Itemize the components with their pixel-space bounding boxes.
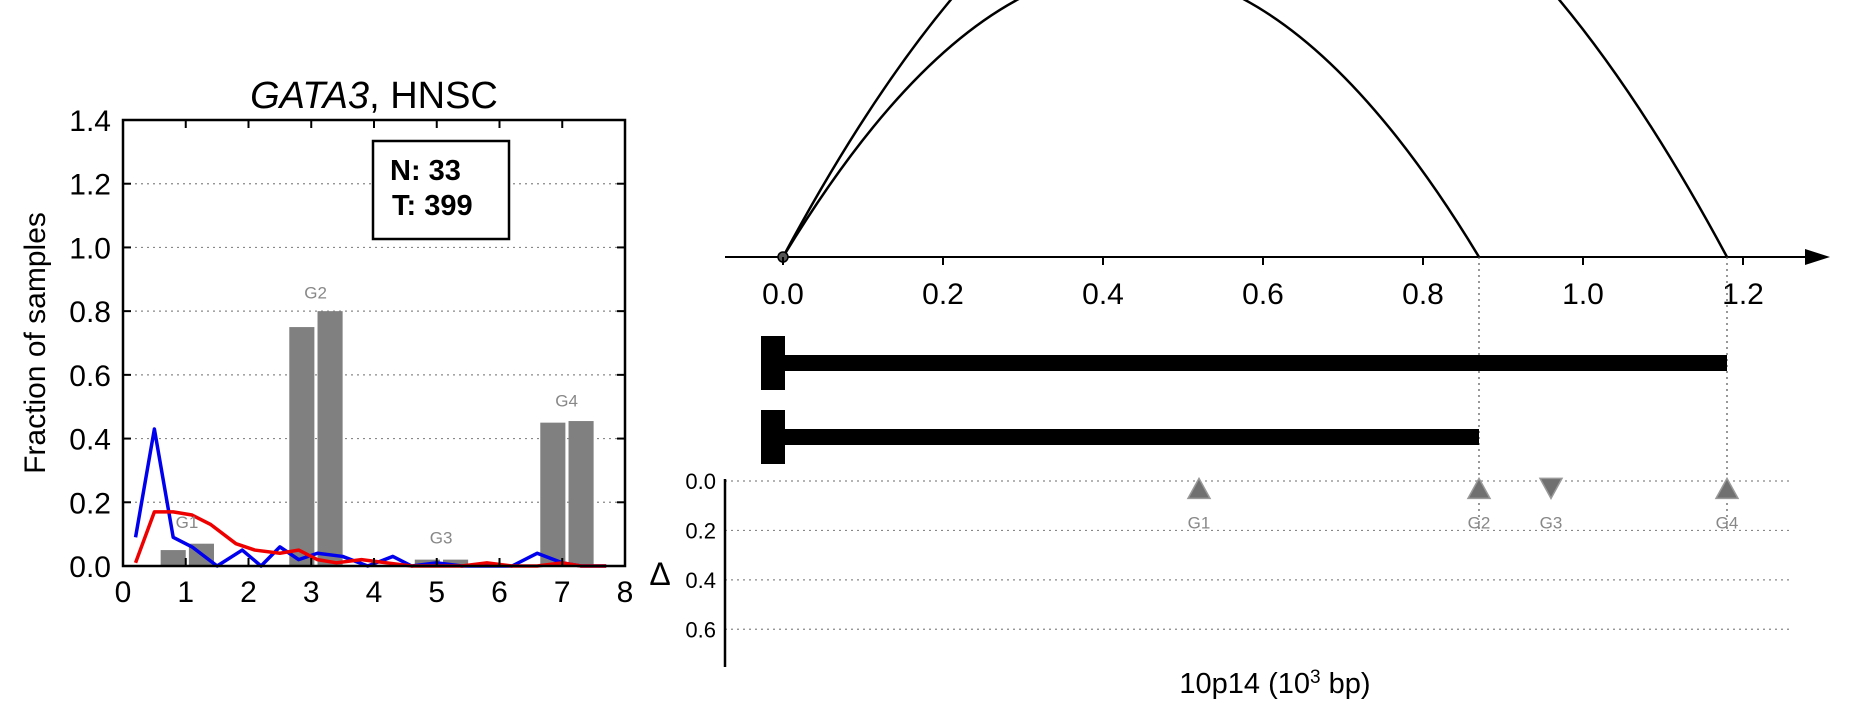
left-group-labels: G1 G2 G3 G4 (176, 283, 578, 547)
left-bar (160, 550, 186, 566)
genomic-x-tick-label: 1.0 (1562, 278, 1604, 311)
left-y-tick-label: 0.8 (69, 296, 111, 329)
left-bar (317, 311, 343, 566)
left-y-tick-label: 0.0 (69, 551, 111, 584)
left-bar-chart: G1 G2 G3 G4 0.0 0.2 0.4 0.6 0.8 1.0 1.2 1.4 0 1 2 3 4 5 6… (19, 75, 633, 609)
delta-marker (1538, 477, 1564, 500)
delta-marker (1466, 476, 1492, 500)
left-x-tick-label: 0 (115, 576, 132, 609)
right-structure-chart: 0.0 0.2 0.4 0.6 0.8 1.0 1.2 0.00.20.40.6 Δ G1 G… (649, 0, 1830, 700)
left-x-tick-label: 3 (303, 576, 320, 609)
delta-marker-label: G1 (1188, 513, 1211, 532)
left-group-label: G1 (176, 513, 199, 532)
isoform-bars (761, 336, 1727, 464)
left-y-tick-label: 0.4 (69, 424, 111, 457)
left-bar (568, 421, 594, 566)
left-chart-title: GATA3, HNSC (250, 75, 498, 117)
delta-marker-label: G4 (1716, 513, 1739, 532)
delta-grid (725, 480, 1790, 630)
left-x-tick-label: 1 (177, 576, 194, 609)
left-group-label: G3 (430, 529, 453, 548)
x-label-tail: bp) (1321, 668, 1371, 700)
junction-arcs (781, 0, 1729, 258)
left-bar (443, 559, 469, 566)
left-group-label: G4 (555, 392, 578, 411)
isoform-start-block (761, 336, 785, 390)
junction-arc (781, 0, 1481, 258)
isoform-start-block (761, 410, 785, 464)
left-y-tick-label: 0.2 (69, 487, 111, 520)
left-y-tick-label: 0.6 (69, 360, 111, 393)
left-x-tick-label: 7 (554, 576, 571, 609)
left-y-tick-label: 1.0 (69, 232, 111, 265)
x-label-main: 10p14 (10 (1179, 668, 1310, 700)
isoform-bar (783, 355, 1727, 371)
left-bar (540, 422, 566, 566)
delta-marker (1714, 476, 1740, 500)
left-y-tick-label: 1.4 (69, 105, 111, 138)
left-bar (289, 327, 315, 566)
x-label-sup: 3 (1310, 667, 1321, 688)
counts-box: N: 33 T: 399 (371, 139, 511, 241)
counts-box-frame (371, 139, 511, 241)
delta-y-axis-label: Δ (649, 556, 670, 592)
genomic-x-tick-label: 0.2 (922, 278, 964, 311)
left-y-tick-label: 1.2 (69, 169, 111, 202)
delta-y-tick-label: 0.2 (685, 518, 716, 543)
left-y-axis-label: Fraction of samples (19, 212, 52, 474)
genomic-x-axis-label: 10p14 (103 bp) (1179, 667, 1370, 701)
left-bars (160, 311, 594, 566)
left-x-tick-label: 6 (491, 576, 508, 609)
counts-normal-label: N: 33 (390, 155, 461, 187)
left-title-gene: GATA3 (250, 75, 369, 117)
left-x-tick-label: 8 (617, 576, 634, 609)
genomic-x-tick-label: 0.0 (762, 278, 804, 311)
genomic-x-tick-label: 1.2 (1722, 278, 1764, 311)
left-x-tick-label: 4 (366, 576, 383, 609)
delta-marker (1186, 476, 1212, 500)
delta-y-tick-label: 0.0 (685, 469, 716, 494)
left-title-rest: , HNSC (369, 75, 498, 117)
left-x-tick-label: 5 (428, 576, 445, 609)
delta-y-tick-label: 0.4 (685, 568, 716, 593)
delta-marker-label: G2 (1468, 513, 1491, 532)
junction-arc (781, 0, 1729, 258)
genomic-x-tick-label: 0.4 (1082, 278, 1124, 311)
counts-tumor-label: T: 399 (392, 190, 473, 222)
delta-axis-ticks: 0.0 0.2 0.4 0.6 (685, 469, 716, 642)
delta-y-tick-label: 0.6 (685, 617, 716, 642)
genomic-x-tick-label: 0.8 (1402, 278, 1444, 311)
delta-markers: G1 G2 G3 G4 (1186, 476, 1740, 532)
genomic-axis-arrow (1805, 249, 1830, 265)
isoform-bar (783, 429, 1479, 445)
genomic-axis-ticks: 0.0 0.2 0.4 0.6 0.8 1.0 1.2 (762, 257, 1764, 311)
left-axis-ticks: 0.0 0.2 0.4 0.6 0.8 1.0 1.2 1.4 0 1 2 3 4 5 6 7 8 (69, 105, 633, 609)
left-x-tick-label: 2 (240, 576, 257, 609)
delta-marker-label: G3 (1540, 513, 1563, 532)
genomic-x-tick-label: 0.6 (1242, 278, 1284, 311)
left-group-label: G2 (304, 283, 327, 302)
